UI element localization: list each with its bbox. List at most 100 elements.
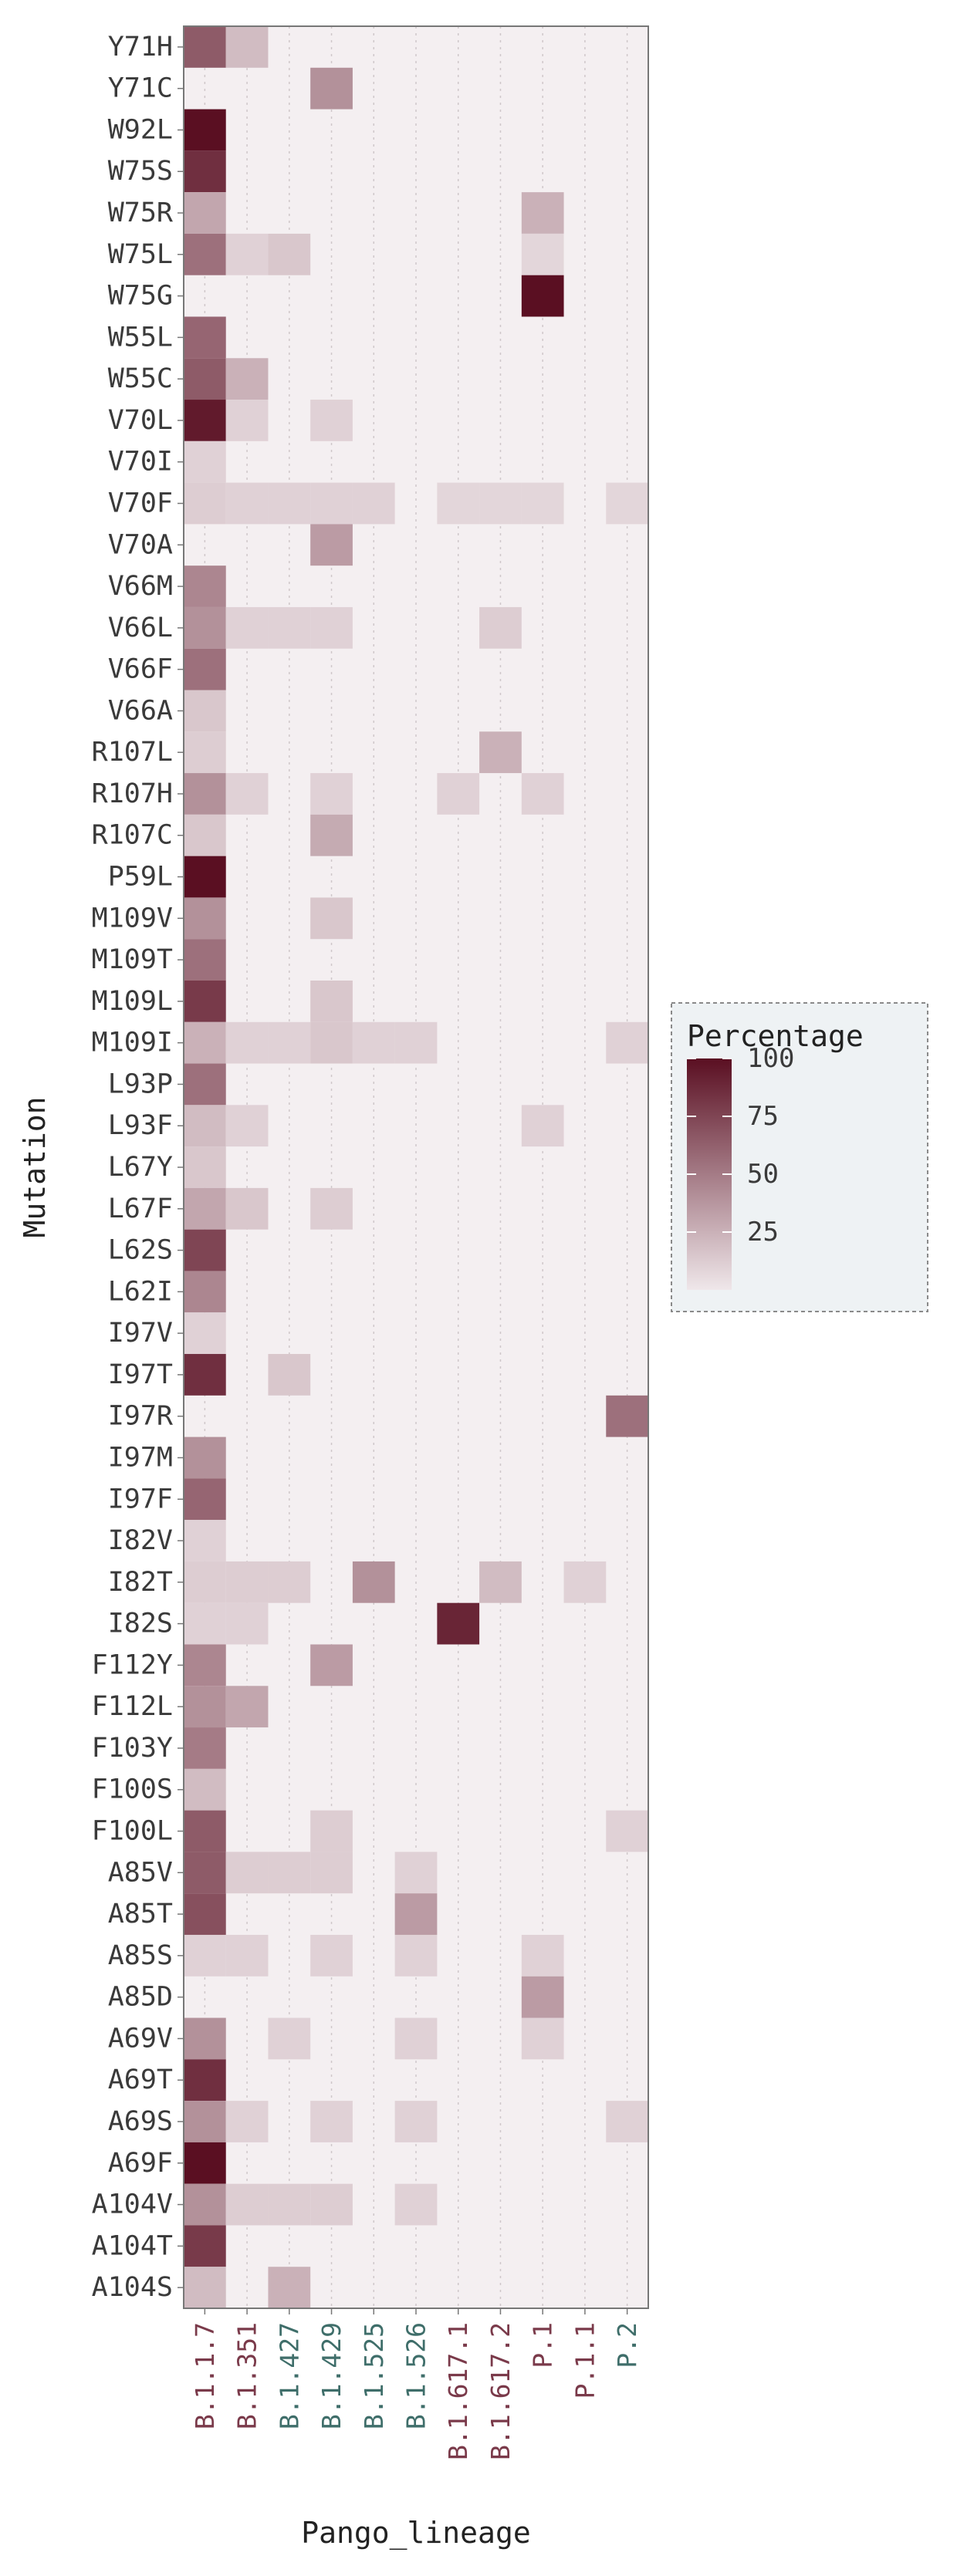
y-tick-label: A85V	[108, 1857, 173, 1888]
y-tick-label: W75L	[108, 239, 173, 270]
heatmap-cell	[184, 1768, 226, 1811]
heatmap-cell	[184, 566, 226, 607]
heatmap-cell	[268, 2017, 311, 2060]
heatmap-cell	[225, 606, 269, 649]
heatmap-cell	[310, 606, 353, 649]
heatmap-cell	[184, 316, 226, 359]
heatmap-cell	[184, 690, 226, 732]
heatmap-cell	[268, 233, 311, 275]
heatmap-cell	[184, 731, 226, 774]
x-tick-label: P.2	[612, 2322, 642, 2368]
y-tick-label: V66A	[108, 695, 173, 726]
y-tick-label: R107C	[92, 820, 173, 851]
heatmap-cell	[184, 1852, 226, 1894]
legend-title: Percentage	[687, 1019, 864, 1053]
heatmap-cell	[352, 482, 395, 525]
heatmap-cell	[184, 26, 226, 68]
heatmap-cell	[184, 441, 226, 483]
heatmap-cell	[606, 1810, 648, 1852]
heatmap-cell	[225, 26, 269, 68]
heatmap-cell	[225, 1187, 269, 1230]
heatmap-cell	[184, 1934, 226, 1977]
heatmap-cell	[521, 192, 564, 234]
heatmap-cell	[184, 773, 226, 815]
y-tick-label: M109L	[92, 986, 173, 1017]
heatmap-cell	[184, 606, 226, 649]
heatmap-cell	[184, 1437, 226, 1479]
heatmap-cell	[225, 1561, 269, 1603]
heatmap-cell	[394, 2101, 438, 2142]
heatmap-cell	[310, 67, 353, 110]
x-tick-label: B.1.429	[316, 2322, 347, 2429]
x-tick-label: B.1.351	[232, 2322, 262, 2429]
x-tick-label: B.1.617.2	[485, 2322, 516, 2460]
heatmap-cell	[310, 1644, 353, 1686]
heatmap-cell	[268, 1852, 311, 1894]
heatmap-cell	[310, 980, 353, 1022]
y-tick-label: A85S	[108, 1940, 173, 1971]
heatmap-cell	[310, 400, 353, 441]
y-tick-label: L62S	[108, 1235, 173, 1266]
y-tick-label: F100S	[92, 1774, 173, 1805]
heatmap-cell	[184, 233, 226, 275]
heatmap-cell	[563, 1561, 607, 1603]
heatmap-cell	[184, 1478, 226, 1521]
y-tick-label: M109I	[92, 1028, 173, 1058]
y-tick-label: L93P	[108, 1069, 173, 1099]
heatmap-cell	[184, 1602, 226, 1645]
heatmap-cell	[268, 1021, 311, 1064]
y-tick-label: L67F	[108, 1193, 173, 1224]
y-tick-label: M109V	[92, 903, 173, 934]
heatmap-cell	[268, 482, 311, 525]
heatmap-cell	[184, 2059, 226, 2102]
heatmap-cell	[184, 2225, 226, 2267]
y-tick-label: I97F	[108, 1484, 173, 1514]
legend-tick-label: 50	[747, 1159, 779, 1190]
heatmap-cell	[310, 482, 353, 525]
heatmap-cell	[394, 2017, 438, 2060]
legend-tick-label: 100	[747, 1043, 794, 1074]
y-tick-label: I82T	[108, 1567, 173, 1598]
heatmap-cell	[184, 400, 226, 441]
y-tick-label: W75G	[108, 281, 173, 312]
y-tick-label: V66M	[108, 571, 173, 602]
y-tick-label: I82S	[108, 1609, 173, 1639]
x-tick-label: B.1.617.1	[443, 2322, 473, 2460]
heatmap-cell	[184, 358, 226, 400]
heatmap-cell	[225, 1934, 269, 1977]
heatmap-cell	[184, 814, 226, 856]
heatmap-cell	[225, 773, 269, 815]
heatmap-cell	[268, 2183, 311, 2226]
x-tick-label: P.1.1	[570, 2322, 600, 2399]
heatmap-cell	[479, 731, 522, 774]
heatmap-cell	[225, 2101, 269, 2142]
y-tick-label: I82V	[108, 1525, 173, 1556]
x-tick-label: P.1	[528, 2322, 558, 2368]
y-tick-label: A69S	[108, 2106, 173, 2137]
heatmap-cell	[606, 2101, 648, 2142]
heatmap-cell	[184, 648, 226, 690]
heatmap-cell	[225, 2183, 269, 2226]
heatmap-cell	[310, 814, 353, 856]
heatmap-cell	[521, 1934, 564, 1977]
y-tick-label: V70I	[108, 447, 173, 478]
y-tick-label: V70F	[108, 488, 173, 518]
heatmap-cell	[184, 1146, 226, 1188]
heatmap-cell	[184, 192, 226, 234]
heatmap-cell	[310, 1187, 353, 1230]
heatmap-cell	[184, 856, 226, 898]
heatmap-cell	[184, 2017, 226, 2060]
y-tick-label: Y71H	[108, 32, 173, 62]
y-tick-label: W75S	[108, 156, 173, 187]
heatmap-cell	[225, 1686, 269, 1728]
heatmap-cell	[268, 2267, 311, 2308]
heatmap-cell	[521, 2017, 564, 2060]
y-tick-label: Y71C	[108, 73, 173, 104]
y-tick-label: L93F	[108, 1110, 173, 1141]
heatmap-cell	[225, 482, 269, 525]
y-tick-label: V70A	[108, 529, 173, 560]
y-tick-label: R107L	[92, 737, 173, 768]
heatmap-cell	[268, 1561, 311, 1603]
heatmap-cell	[352, 1021, 395, 1064]
